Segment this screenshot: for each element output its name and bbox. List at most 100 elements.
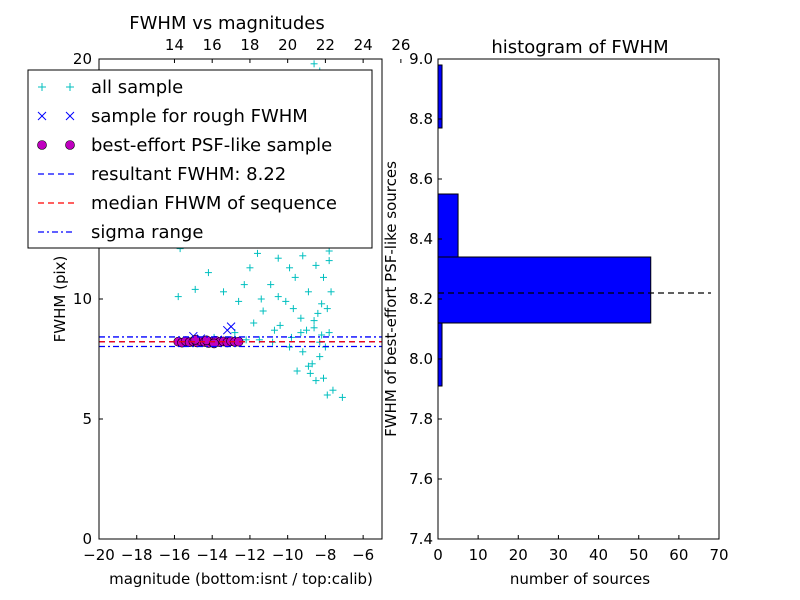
- legend-label: median FHWM of sequence: [91, 193, 337, 214]
- legend-entry: sigma range: [38, 222, 203, 243]
- data-point-plus: [257, 295, 265, 303]
- data-point-plus: [240, 281, 248, 289]
- data-point-plus: [318, 300, 326, 308]
- data-point-plus: [259, 307, 267, 315]
- histogram-title: histogram of FWHM: [491, 37, 668, 58]
- histogram-plot-area: [437, 64, 711, 387]
- data-point-plus: [250, 319, 258, 327]
- data-point-plus: [204, 269, 212, 277]
- data-point-plus: [235, 297, 243, 305]
- data-point-plus: [318, 331, 326, 339]
- data-point-plus: [308, 360, 316, 368]
- y-tick-label: 8.8: [409, 110, 433, 128]
- scatter-ylabel: FWHM (pix): [51, 256, 69, 343]
- x-tick-label: −20: [83, 546, 115, 564]
- data-point-plus: [282, 297, 290, 305]
- x-tick-label: −6: [352, 546, 374, 564]
- top-tick-label: 24: [354, 36, 373, 54]
- data-point-plus: [274, 293, 282, 301]
- legend-label: all sample: [91, 77, 183, 98]
- data-point-plus: [191, 285, 199, 293]
- legend-box: [27, 69, 373, 249]
- y-tick-label: 7.4: [409, 530, 433, 548]
- data-point-plus: [323, 305, 331, 313]
- histogram-bar: [437, 193, 459, 258]
- legend-entry: median FHWM of sequence: [38, 193, 337, 214]
- histogram-panel: histogram of FWHM 0 10 20 30 40 50 60 70 7.4 7.6 7…: [382, 37, 729, 588]
- y-tick-label: 0: [82, 530, 92, 548]
- top-tick-label: 20: [278, 36, 297, 54]
- y-tick-label: 8.6: [409, 170, 433, 188]
- x-tick-label: 0: [433, 546, 443, 564]
- y-tick-label: 8.4: [409, 230, 433, 248]
- x-tick-label: −10: [272, 546, 304, 564]
- data-point-plus: [303, 326, 311, 334]
- data-point-plus: [299, 348, 307, 356]
- histogram-axes: 0 10 20 30 40 50 60 70 7.4 7.6 7.8 8.0 8.2 8.4 8.6 8.8 9…: [409, 50, 728, 564]
- y-tick-label: 20: [73, 50, 92, 68]
- scatter-xlabel: magnitude (bottom:isnt / top:calib): [109, 570, 373, 588]
- histogram-bar: [437, 256, 652, 324]
- scatter-axes: −20−18−16−14−12−10−8−6051015201416182022…: [73, 36, 411, 564]
- y-tick-label: 8.2: [409, 290, 433, 308]
- x-tick-label: 30: [549, 546, 568, 564]
- y-tick-label: 7.8: [409, 410, 433, 428]
- data-point-plus: [325, 329, 333, 337]
- scatter-legend: all sample sample for rough FWHM best-effo…: [27, 69, 373, 249]
- data-point-plus: [267, 281, 275, 289]
- data-point-plus: [314, 309, 322, 317]
- data-point-plus: [310, 60, 318, 68]
- histogram-ylabel: FWHM of best-effort PSF-like sources: [382, 161, 400, 437]
- data-point-plus: [320, 273, 328, 281]
- data-point-plus: [174, 293, 182, 301]
- data-point-plus: [220, 288, 228, 296]
- x-tick-label: 70: [709, 546, 728, 564]
- data-point-plus: [299, 252, 307, 260]
- histogram-bar: [437, 322, 443, 387]
- top-tick-label: 18: [240, 36, 259, 54]
- data-point-plus: [304, 288, 312, 296]
- legend-label: sample for rough FWHM: [91, 106, 308, 127]
- legend-label: sigma range: [91, 222, 203, 243]
- top-tick-label: 16: [203, 36, 222, 54]
- data-point-plus: [286, 343, 294, 351]
- top-tick-label: 14: [165, 36, 184, 54]
- data-point-plus: [246, 264, 254, 272]
- scatter-panel: FWHM vs magnitudes −20 −18 −16 −14 −12 −10 −8−…: [27, 13, 411, 588]
- data-point-plus: [289, 305, 297, 313]
- data-point-plus: [291, 273, 299, 281]
- top-tick-label: 26: [391, 36, 410, 54]
- y-tick-label: 8.0: [409, 350, 433, 368]
- y-tick-label: 5: [82, 410, 92, 428]
- legend-label: resultant FWHM: 8.22: [91, 164, 286, 185]
- data-point-plus: [242, 336, 250, 344]
- legend-entry: all sample: [38, 77, 183, 98]
- legend-entry: resultant FWHM: 8.22: [38, 164, 286, 185]
- y-tick-label: 7.6: [409, 470, 433, 488]
- x-tick-label: −12: [234, 546, 266, 564]
- legend-label: best-effort PSF-like sample: [91, 135, 332, 156]
- x-tick-label: −8: [314, 546, 336, 564]
- data-point-plus: [327, 288, 335, 296]
- data-point-plus: [306, 369, 314, 377]
- data-point-plus: [304, 362, 312, 370]
- data-point-plus: [310, 324, 318, 332]
- data-point-x: [222, 325, 232, 335]
- data-point-plus: [274, 254, 282, 262]
- x-tick-label: −14: [196, 546, 228, 564]
- x-tick-label: 50: [629, 546, 648, 564]
- data-point-plus: [338, 393, 346, 401]
- data-point-plus: [276, 321, 284, 329]
- x-tick-label: 20: [509, 546, 528, 564]
- data-point-plus: [310, 317, 318, 325]
- data-point-plus: [316, 353, 324, 361]
- histogram-xlabel: number of sources: [510, 570, 650, 588]
- x-tick-label: 10: [469, 546, 488, 564]
- data-point-plus: [325, 257, 333, 265]
- x-tick-label: −18: [121, 546, 153, 564]
- x-tick-label: 40: [589, 546, 608, 564]
- data-point-plus: [329, 386, 337, 394]
- data-point-plus: [286, 264, 294, 272]
- y-tick-label: 10: [73, 290, 92, 308]
